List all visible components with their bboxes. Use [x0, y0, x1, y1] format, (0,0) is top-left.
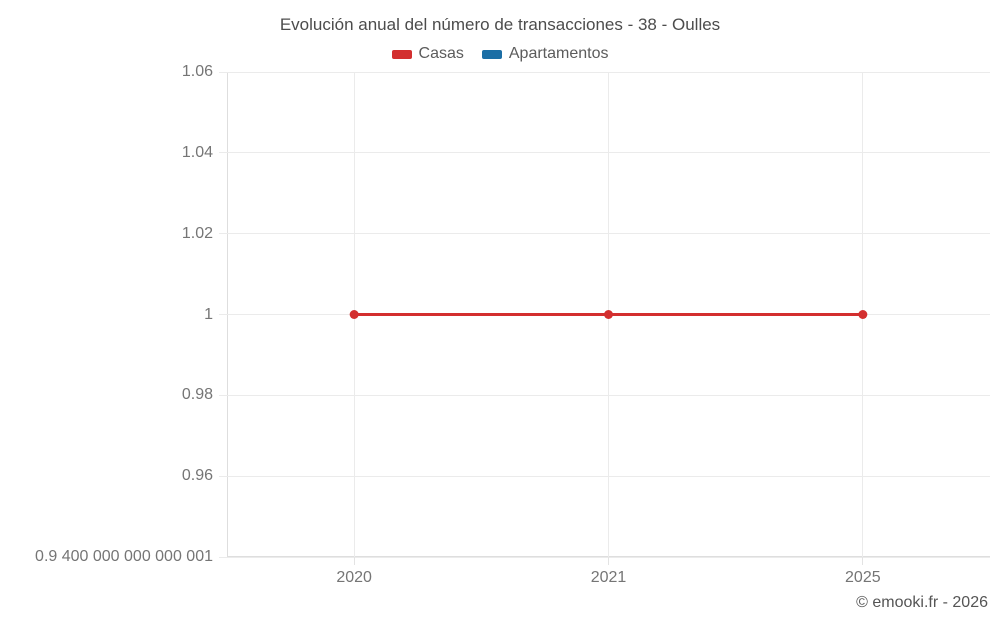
- data-point-casas[interactable]: [604, 310, 613, 319]
- x-tick-label: 2021: [590, 569, 627, 586]
- y-tick-label: 0.98: [181, 386, 213, 404]
- legend-item-casas[interactable]: Casas: [391, 45, 464, 63]
- x-tick-mark: [862, 557, 864, 565]
- h-gridline: [219, 394, 990, 396]
- casas-swatch-icon: [391, 49, 412, 59]
- apartamentos-swatch-icon: [481, 49, 502, 59]
- legend-label-casas: Casas: [418, 45, 464, 62]
- h-gridline: [219, 475, 990, 477]
- y-tick-label: 0.9 400 000 000 000 001: [35, 548, 213, 565]
- series-canvas: [349, 310, 868, 319]
- y-tick-label: 1.06: [181, 63, 213, 80]
- h-gridline: [219, 71, 990, 73]
- copyright: © emooki.fr - 2026: [856, 594, 988, 611]
- x-tick-mark: [353, 557, 355, 565]
- chart-title: Evolución anual del número de transaccio…: [279, 15, 721, 34]
- x-tick-label: 2025: [845, 569, 881, 586]
- y-tick-label: 1: [204, 305, 213, 323]
- h-gridline: [219, 233, 990, 235]
- plot-area: 1.06 1.04 1.02 1 0.98 0.96 0.9 400 000 000 000…: [35, 63, 990, 586]
- data-point-casas[interactable]: [349, 310, 359, 319]
- h-gridline: [219, 556, 990, 558]
- y-tick-label: 1.04: [181, 143, 213, 161]
- legend-label-apartamentos: Apartamentos: [508, 45, 609, 62]
- h-gridline: [219, 152, 990, 154]
- x-tick-mark: [608, 557, 609, 565]
- legend-item-apartamentos[interactable]: Apartamentos: [481, 45, 609, 63]
- data-point-casas[interactable]: [858, 310, 868, 319]
- y-tick-label: 0.96: [181, 467, 213, 485]
- legend: Casas Apartamentos: [0, 45, 1000, 63]
- y-tick-label: 1.02: [181, 224, 213, 242]
- x-tick-label: 2020: [336, 569, 372, 586]
